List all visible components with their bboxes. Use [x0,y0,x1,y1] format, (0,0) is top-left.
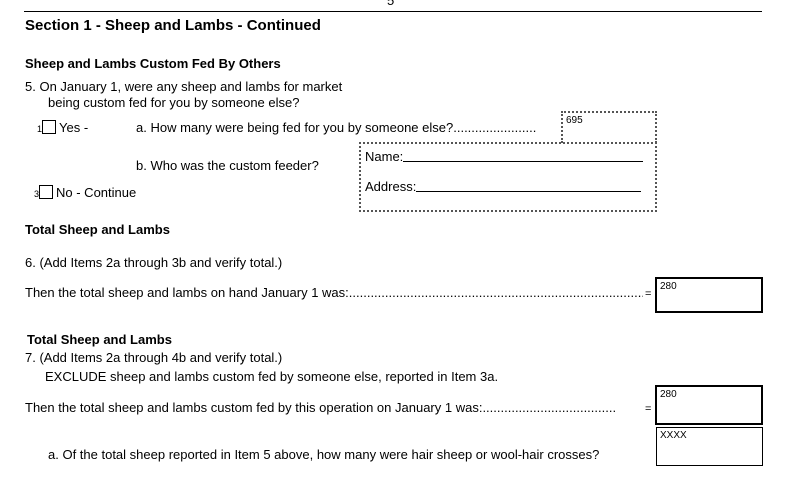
address-label: Address: [365,179,417,194]
name-label: Name: [365,149,404,164]
no-code: 3 [34,189,40,199]
equals-sign: = [645,403,652,415]
custom-fed-heading: Sheep and Lambs Custom Fed By Others [25,56,281,71]
total1-heading: Total Sheep and Lambs [25,222,170,237]
total-custom-fed-input[interactable]: 280 [655,385,763,425]
name-field[interactable]: Name: [365,149,644,164]
address-field[interactable]: Address: [365,179,642,194]
custom-feeder-box: Name: Address: [359,142,657,212]
q5-text-2: being custom fed for you by someone else… [48,95,300,110]
q6-text: 6. (Add Items 2a through 3b and verify t… [25,255,283,270]
q7-then: Then the total sheep and lambs custom fe… [25,400,617,415]
page-number: 5 [387,0,395,8]
q6-then: Then the total sheep and lambs on hand J… [25,285,643,300]
yes-option[interactable]: 1 Yes - [37,120,88,135]
yes-label: Yes - [59,120,89,135]
yes-checkbox[interactable] [42,120,57,134]
equals-sign: = [645,288,652,300]
yes-code: 1 [37,124,43,134]
no-option[interactable]: 3 No - Continue [34,185,136,200]
q5-text: 5. On January 1, were any sheep and lamb… [25,79,343,94]
total2-heading: Total Sheep and Lambs [27,332,172,347]
no-label: No - Continue [56,185,137,200]
hair-sheep-input[interactable]: XXXX [656,427,763,466]
q7a-text: a. Of the total sheep reported in Item 5… [48,447,600,462]
total-on-hand-input[interactable]: 280 [655,277,763,313]
q5a-text: a. How many were being fed for you by so… [136,120,537,135]
q7-exclude: EXCLUDE sheep and lambs custom fed by so… [45,369,499,384]
no-checkbox[interactable] [39,185,54,199]
q7-text: 7. (Add Items 2a through 4b and verify t… [25,350,283,365]
q5a-input[interactable]: 695 [561,111,657,143]
divider [24,11,762,12]
section-title: Section 1 - Sheep and Lambs - Continued [25,17,321,34]
q5b-text: b. Who was the custom feeder? [136,158,319,173]
